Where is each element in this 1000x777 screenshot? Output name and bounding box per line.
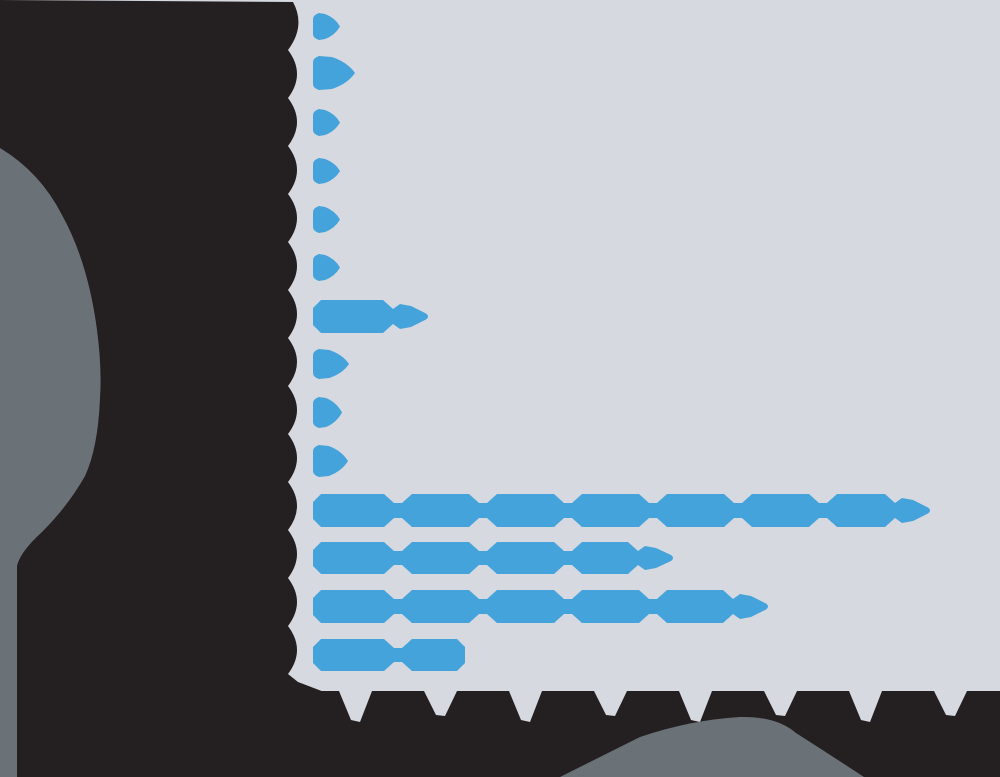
category-labels-blob	[0, 0, 340, 777]
bar-row-10	[313, 445, 348, 477]
bar-row-4	[313, 158, 340, 184]
y-axis-label-blob	[0, 148, 101, 777]
bar-row-14	[313, 639, 465, 671]
bar-row-7	[313, 300, 428, 333]
bar-row-13	[313, 590, 768, 623]
bar-row-2	[313, 56, 355, 90]
bar-row-3	[313, 109, 340, 136]
bar-row-1	[313, 13, 340, 40]
bar-row-6	[313, 254, 340, 281]
bar-row-11	[313, 494, 930, 527]
bar-row-8	[313, 349, 349, 379]
bar-row-5	[313, 206, 340, 233]
bar-row-12	[313, 542, 673, 574]
bar-series	[313, 13, 930, 671]
x-axis-title-blob	[560, 716, 864, 777]
bar-row-9	[313, 397, 342, 428]
